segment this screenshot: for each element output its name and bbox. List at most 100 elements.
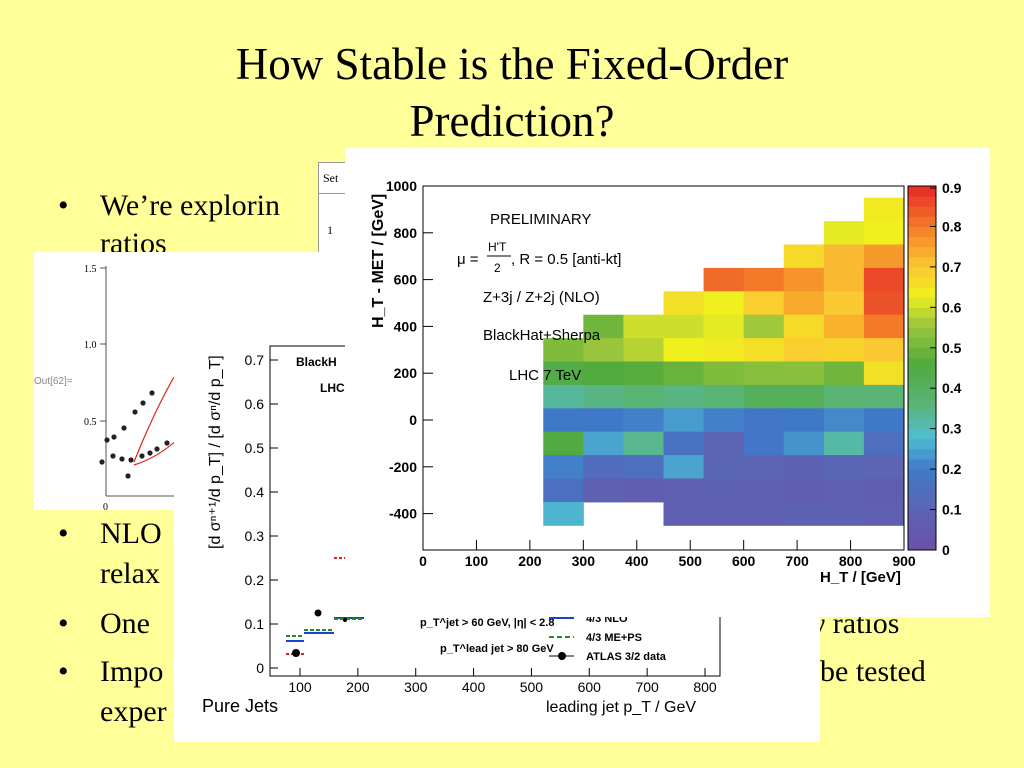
legend-meps: 4/3 ME+PS <box>586 632 642 644</box>
heatmap-cell <box>703 455 745 479</box>
heatmap-cell <box>543 501 584 526</box>
heatmap-cell <box>543 431 584 456</box>
heatmap-cell <box>543 338 584 362</box>
x-tick-label: 300 <box>572 553 596 569</box>
y-tick-label: 0.6 <box>245 396 265 412</box>
heatmap-cell <box>703 384 745 409</box>
heatmap-cell <box>783 455 825 479</box>
heatmap-cell <box>783 501 825 526</box>
heatmap-cell <box>823 291 865 316</box>
bullet-4-tail: be tested <box>820 655 926 688</box>
heatmap-cell <box>743 361 785 386</box>
data-point <box>125 473 131 479</box>
heatmap-cell <box>543 384 584 409</box>
heatmap-cell <box>583 431 624 456</box>
heatmap-cell <box>583 408 624 433</box>
heatmap-cell <box>583 338 624 362</box>
y-axis-label: [d σⁿ⁺¹/d p_T] / [d σⁿ/d p_T] <box>207 355 224 549</box>
data-point <box>99 459 105 465</box>
cut-label: p_T^lead jet > 80 GeV <box>440 643 554 655</box>
bullet-4-text: Impo <box>100 655 164 688</box>
data-point <box>147 450 153 456</box>
heatmap-cell <box>823 244 865 269</box>
heatmap-cell <box>823 408 865 433</box>
heatmap-cell <box>743 408 785 433</box>
heatmap-cell <box>823 384 865 409</box>
colorbar-swatch <box>908 287 936 298</box>
heatmap-cell <box>703 267 745 292</box>
data-point <box>128 457 134 463</box>
data-point <box>139 453 145 459</box>
heatmap-cell <box>783 408 825 433</box>
y-tick-label: 0.4 <box>245 484 265 500</box>
heatmap-cell <box>863 384 905 409</box>
x-tick-label: 500 <box>520 679 544 695</box>
bullet-2-text: NLO <box>100 517 162 550</box>
y-tick-label: 0.7 <box>245 352 265 368</box>
heatmap-cell <box>863 221 905 245</box>
x-tick-label: 600 <box>578 679 602 695</box>
heatmap-cell <box>783 291 825 316</box>
colorbar-tick-label: 0 <box>942 542 950 558</box>
colorbar-swatch <box>908 509 936 521</box>
y-tick-label: 600 <box>394 272 418 288</box>
colorbar-swatch <box>908 307 936 318</box>
y-tick-label: 800 <box>394 225 418 241</box>
heatmap-panel: 0 100 200 300 400 500 600 700 800 900 1000 800 600 4… <box>345 148 990 617</box>
cut-label: p_T^jet > 60 GeV, |η| < 2.8 <box>420 617 554 629</box>
heatmap-cell <box>623 431 664 456</box>
heatmap-cell <box>703 408 745 433</box>
y-tick-label: 400 <box>394 318 418 334</box>
heatmap-cell <box>743 384 785 409</box>
x-tick-label: 900 <box>892 553 916 569</box>
colorbar-swatch <box>908 418 936 430</box>
colorbar-swatch <box>908 236 936 248</box>
heatmap-cell <box>863 314 905 339</box>
colorbar-tick-label: 0.7 <box>942 259 962 275</box>
y-tick-label: 200 <box>394 365 418 381</box>
heatmap-cell <box>743 338 785 362</box>
colorbar-tick-label: 0.4 <box>942 380 962 396</box>
heatmap-cell <box>823 314 865 339</box>
colorbar-tick-label: 0.1 <box>942 502 962 518</box>
heatmap-cell <box>783 314 825 339</box>
heatmap-cell <box>703 501 745 526</box>
heatmap-cell <box>863 267 905 292</box>
colorbar-swatch <box>908 337 936 349</box>
x-axis-ticks: 100 200 300 400 500 600 700 800 <box>288 668 717 695</box>
colorbar-swatch <box>908 398 936 409</box>
data-point <box>343 618 347 622</box>
heatmap-cell <box>663 478 705 503</box>
heatmap-cell <box>703 431 745 456</box>
heatmap-cell <box>663 338 705 362</box>
heatmap-cell <box>623 455 664 479</box>
heatmap-cell <box>823 221 865 245</box>
heatmap-cell <box>663 361 705 386</box>
y-axis-ticks: 1000 800 600 400 200 0 -200 -400 <box>386 178 433 522</box>
corner-label: Pure Jets <box>202 696 278 716</box>
colorbar-swatch <box>908 459 936 470</box>
colorbar-swatch <box>908 256 936 268</box>
process-label: Z+3j / Z+2j (NLO) <box>483 289 600 306</box>
heatmap-cell <box>823 361 865 386</box>
scale-label-mu: μ = <box>457 251 479 268</box>
y-tick-label: 0.1 <box>245 616 265 632</box>
colorbar-swatch <box>908 378 936 389</box>
slide-title-line1: How Stable is the Fixed-Order <box>235 39 789 89</box>
bullet-marker: • <box>58 189 69 222</box>
bullet-3: • One <box>58 606 150 642</box>
heatmap-cell <box>743 314 785 339</box>
ratio-plot-svg: 0.7 0.6 0.5 0.4 0.3 0.2 0.1 0 100 200 300 400 500 60… <box>202 345 721 716</box>
x-tick-label: 800 <box>693 679 717 695</box>
heatmap-cell <box>863 197 905 222</box>
heatmap-cell <box>703 361 745 386</box>
bullet-marker: • <box>58 607 69 640</box>
heatmap-cell <box>823 267 865 292</box>
colorbar-tick-label: 0.6 <box>942 299 962 315</box>
y-tick-label: 0.5 <box>84 417 97 428</box>
y-tick-label: -400 <box>389 506 417 522</box>
y-tick-label: 1000 <box>386 178 417 194</box>
heatmap-cell <box>623 384 664 409</box>
heatmap-cell <box>663 384 705 409</box>
x-tick-label: 400 <box>625 553 649 569</box>
